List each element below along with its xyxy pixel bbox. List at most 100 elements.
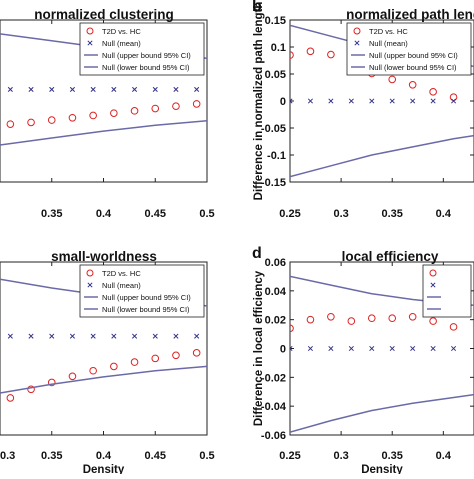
panel-title: small-worldness xyxy=(51,249,157,264)
series-null-lower-bound-95-ci-line xyxy=(290,393,474,433)
x-tick-label: 0.25 xyxy=(279,450,300,462)
x-tick-label: 0.35 xyxy=(382,450,403,462)
series-null-mean-point xyxy=(307,345,313,352)
legend-marker-circle xyxy=(86,27,94,35)
series-t2d-vs-hc-point xyxy=(388,75,397,84)
series-null-mean-point xyxy=(430,98,436,104)
series-t2d-vs-hc-point xyxy=(306,47,315,56)
series-null-lower-bound-95-ci-line xyxy=(0,119,207,146)
series-t2d-vs-hc-point xyxy=(130,358,139,366)
x-tick-label: 0.45 xyxy=(145,208,166,220)
series-t2d-vs-hc-point xyxy=(89,366,97,375)
series-null-mean-point xyxy=(348,98,354,104)
series-t2d-vs-hc-point xyxy=(290,324,294,333)
legend-label: T2D vs. HC xyxy=(102,27,141,36)
series-null-mean-point xyxy=(49,86,55,92)
series-t2d-vs-hc-point xyxy=(429,317,437,325)
series-t2d-vs-hc-point xyxy=(192,349,201,357)
legend-label: Null (upper bound 95% CI) xyxy=(369,51,458,60)
series-t2d-vs-hc-point xyxy=(408,312,417,321)
series-t2d-vs-hc-point xyxy=(408,81,417,89)
series-t2d-vs-hc-point xyxy=(327,312,335,321)
legend-marker-circle xyxy=(86,269,94,277)
series-null-mean-point xyxy=(290,98,293,104)
series-null-mean-point xyxy=(7,86,13,92)
series-t2d-vs-hc-point xyxy=(110,362,118,371)
x-tick-label: 0.3 xyxy=(333,208,348,220)
series-null-mean-point xyxy=(369,98,375,104)
series-t2d-vs-hc-point xyxy=(367,314,376,323)
y-tick-label: 0.06 xyxy=(265,257,286,269)
series-t2d-vs-hc-point xyxy=(306,315,315,324)
series-null-mean-point xyxy=(389,345,395,352)
series-null-mean-point xyxy=(307,98,313,104)
series-null-mean-point xyxy=(348,345,354,352)
y-tick-label: -0.15 xyxy=(261,177,286,189)
x-tick-label: 0.45 xyxy=(145,450,166,462)
series-t2d-vs-hc-point xyxy=(27,385,35,394)
legend-label: Null (upper bound 95% CI) xyxy=(102,293,191,302)
x-tick-label: 0.4 xyxy=(436,450,452,462)
x-tick-label: 0.5 xyxy=(199,450,214,462)
series-null-mean-point xyxy=(410,345,416,352)
legend-label: T2D vs. HC xyxy=(102,269,141,278)
legend-marker-x xyxy=(87,40,93,46)
series-t2d-vs-hc-point xyxy=(6,394,15,402)
series-t2d-vs-hc-point xyxy=(151,104,160,113)
panel-1: normalized clustering 0.35 0.4 0.45 0.5 T2D v… xyxy=(0,7,215,220)
series-null-mean-point xyxy=(28,333,34,339)
series-t2d-vs-hc-point xyxy=(130,107,139,115)
series-null-mean-point xyxy=(90,86,96,92)
x-axis-label: Density xyxy=(83,464,125,474)
series-null-mean-point xyxy=(152,333,158,339)
series-t2d-vs-hc-point xyxy=(110,109,118,117)
series-null-mean-point xyxy=(451,98,457,104)
series-null-mean-point xyxy=(328,98,334,104)
series-null-mean-point xyxy=(7,333,13,339)
panel-title: normalized path length xyxy=(346,7,474,22)
panel-4: local efficiency d 0.25 0.3 0.35 0.4 -0.06 -0.0… xyxy=(252,245,474,476)
legend-marker-x xyxy=(87,282,93,288)
x-tick-label: 0.35 xyxy=(382,208,403,220)
series-t2d-vs-hc-point xyxy=(89,111,97,120)
x-tick-label: 0.4 xyxy=(96,208,112,220)
legend: T2D vs. HC Null (mean) Null (upper bound 9… xyxy=(79,264,205,318)
panel-title: normalized clustering xyxy=(34,7,174,22)
series-null-mean-point xyxy=(369,345,375,352)
y-tick-label: -0.02 xyxy=(261,372,286,384)
x-tick-label: 0.35 xyxy=(41,208,62,220)
series-null-mean-point xyxy=(194,86,200,92)
legend-label: Null (upper bound 95% CI) xyxy=(102,51,191,60)
x-tick-label: 0.4 xyxy=(436,208,452,220)
legend-label: Null (lower bound 95% CI) xyxy=(102,305,190,314)
x-tick-label: 0.4 xyxy=(96,450,112,462)
legend-marker-x xyxy=(354,40,360,46)
series-null-mean-point xyxy=(410,98,416,104)
y-tick-label: 0 xyxy=(280,344,286,356)
legend-label: T2D vs. HC xyxy=(369,27,408,36)
legend-label: Null (lower bound 95% CI) xyxy=(369,63,457,72)
y-tick-label: 0.1 xyxy=(271,42,286,54)
series-null-mean-point xyxy=(290,345,293,352)
y-tick-label: -0.05 xyxy=(261,123,286,135)
y-tick-label: -0.06 xyxy=(261,430,286,442)
series-null-mean-point xyxy=(49,333,55,339)
series-null-lower-bound-95-ci-line xyxy=(290,134,474,178)
series-t2d-vs-hc-point xyxy=(327,50,335,59)
legend-marker-circle xyxy=(353,27,361,35)
x-tick-label: 0.35 xyxy=(41,450,62,462)
x-tick-label: 0.3 xyxy=(0,450,15,462)
x-tick-label: 0.25 xyxy=(279,208,300,220)
series-null-mean-point xyxy=(430,345,436,352)
panel-letter: b xyxy=(252,0,262,15)
series-t2d-vs-hc-point xyxy=(68,372,77,381)
series-t2d-vs-hc-point xyxy=(27,118,35,127)
series-t2d-vs-hc-point xyxy=(172,102,180,111)
series-null-mean-point xyxy=(328,345,334,352)
panel-3: small-worldness 0.3 0.35 0.4 0.45 0.5 Density T… xyxy=(0,249,215,476)
series-null-mean-point xyxy=(111,86,117,92)
y-tick-label: -0.1 xyxy=(267,150,286,162)
legend: T2D vs. HC Null (mean) Null (upper bound 9… xyxy=(346,22,472,76)
series-t2d-vs-hc-point xyxy=(290,51,294,59)
